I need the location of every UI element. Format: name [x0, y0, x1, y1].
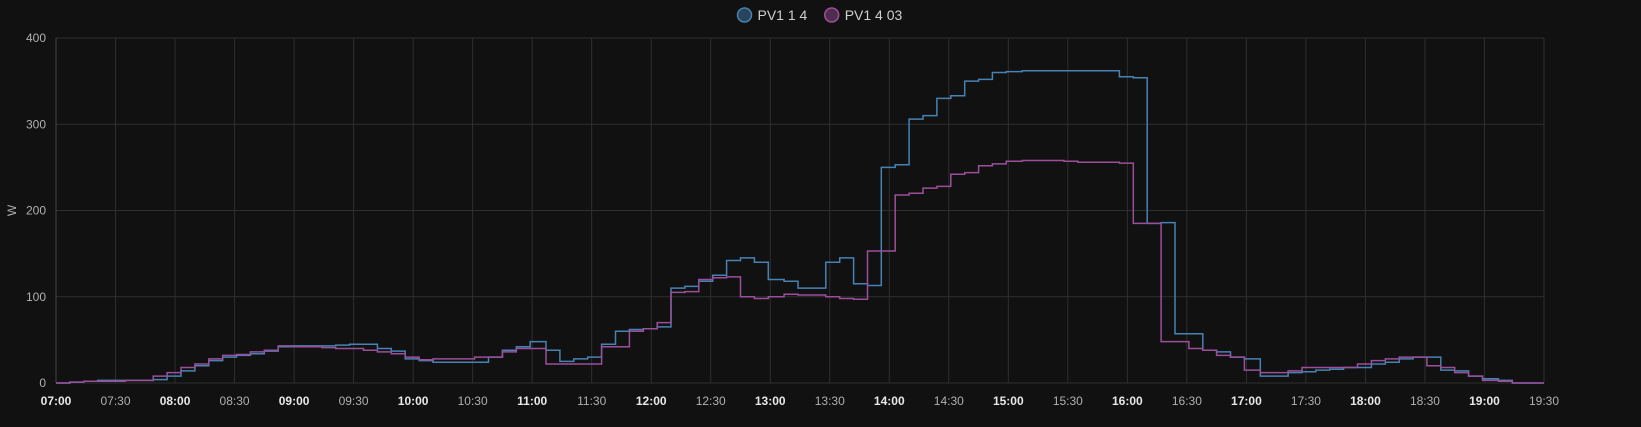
legend-item-2[interactable]: PV1 4 03 [823, 7, 903, 23]
x-tick-label: 14:00 [874, 394, 905, 408]
x-tick-label: 19:30 [1529, 394, 1559, 408]
x-tick-label: 12:00 [636, 394, 667, 408]
y-axis: 0 100 200 300 400 W [5, 31, 57, 390]
x-tick-label: 17:30 [1291, 394, 1321, 408]
x-tick-label: 10:30 [458, 394, 488, 408]
grid [55, 37, 1545, 384]
legend-swatch [823, 7, 840, 23]
x-tick-label: 18:00 [1350, 394, 1381, 408]
legend-item-1[interactable]: PV1 1 4 [736, 7, 808, 23]
x-tick-label: 16:30 [1172, 394, 1202, 408]
y-axis-label: W [5, 204, 19, 216]
y-tick-label: 200 [26, 204, 46, 218]
x-tick-label: 10:00 [398, 394, 429, 408]
x-tick-label: 19:00 [1469, 394, 1500, 408]
x-tick-label: 18:30 [1410, 394, 1440, 408]
x-tick-label: 16:00 [1112, 394, 1143, 408]
x-tick-label: 14:30 [934, 394, 964, 408]
x-tick-label: 08:00 [160, 394, 191, 408]
x-tick-label: 13:00 [755, 394, 786, 408]
legend-swatch [736, 7, 753, 23]
x-axis: 07:00 07:30 08:00 08:30 09:00 09:30 10:00 10:30… [41, 394, 1560, 408]
series-layer [56, 70, 1544, 384]
legend-label: PV1 4 03 [845, 7, 903, 23]
x-tick-label: 11:00 [517, 394, 547, 408]
x-tick-label: 08:30 [220, 394, 250, 408]
x-tick-label: 12:30 [696, 394, 726, 408]
legend-label: PV1 1 4 [758, 7, 808, 23]
legend: PV1 1 4 PV1 4 03 [736, 7, 903, 23]
x-tick-label: 15:30 [1053, 394, 1083, 408]
y-tick-label: 300 [26, 117, 46, 131]
x-tick-label: 17:00 [1231, 394, 1262, 408]
x-tick-label: 09:30 [339, 394, 369, 408]
x-tick-label: 09:00 [279, 394, 310, 408]
x-tick-label: 07:00 [41, 394, 72, 408]
y-tick-label: 400 [26, 31, 46, 45]
series-line-2 [56, 159, 1544, 384]
series-line-1 [56, 70, 1544, 384]
x-tick-label: 07:30 [101, 394, 131, 408]
x-tick-label: 13:30 [815, 394, 845, 408]
y-tick-label: 100 [26, 290, 46, 304]
y-tick-label: 0 [39, 376, 46, 390]
x-tick-label: 11:30 [577, 394, 606, 408]
x-tick-label: 15:00 [993, 394, 1024, 408]
